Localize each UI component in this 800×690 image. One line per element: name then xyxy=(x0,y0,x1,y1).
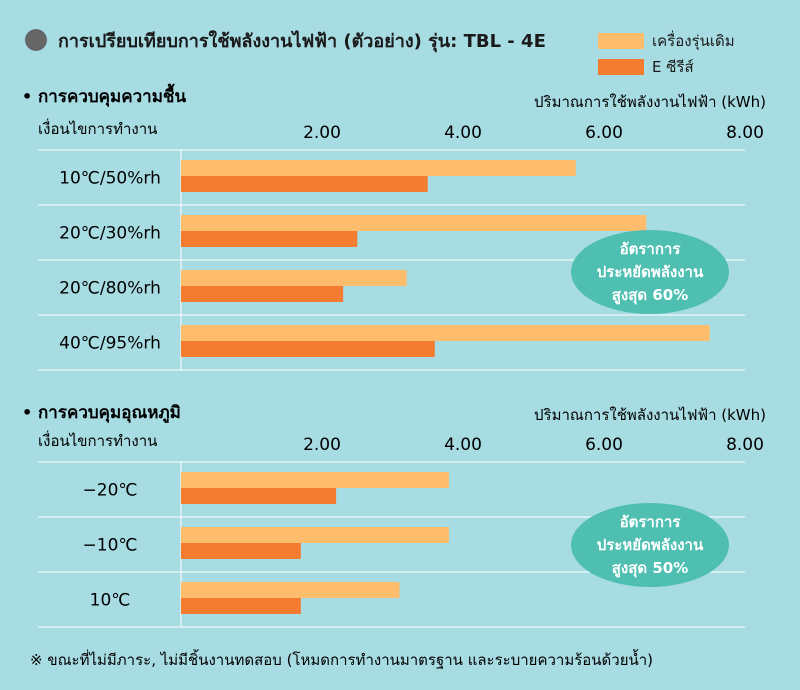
humidity-category-label: 20℃/80%rh xyxy=(59,279,161,299)
humidity-xtick-label: 4.00 xyxy=(444,123,482,143)
temperature-xtick-label: 2.00 xyxy=(303,435,341,455)
chart-temperature-bullet: • xyxy=(22,403,32,422)
humidity-savings-badge-text: สูงสุด 60% xyxy=(612,286,689,305)
legend-label-e-series: E ซีรีส์ xyxy=(652,58,694,76)
temperature-bar-e-series xyxy=(181,543,301,559)
humidity-bar-e-series xyxy=(181,231,358,247)
humidity-bar-e-series xyxy=(181,341,435,357)
humidity-xtick-label: 2.00 xyxy=(303,123,341,143)
humidity-bar-previous xyxy=(181,325,710,341)
temperature-bar-previous xyxy=(181,472,449,488)
humidity-bar-previous xyxy=(181,270,407,286)
footnote: ※ ขณะที่ไม่มีภาระ, ไม่มีชิ้นงานทดสอบ (โห… xyxy=(30,649,653,669)
page-title: การเปรียบเทียบการใช้พลังงานไฟฟ้า (ตัวอย่… xyxy=(58,30,546,53)
temperature-savings-badge xyxy=(571,503,729,587)
temperature-xtick-label: 4.00 xyxy=(444,435,482,455)
temperature-category-label: −20℃ xyxy=(83,481,138,501)
humidity-savings-badge-text: อัตราการ xyxy=(620,240,682,258)
humidity-category-label: 20℃/30%rh xyxy=(59,224,161,244)
temperature-category-label: −10℃ xyxy=(83,536,138,556)
temperature-bar-previous xyxy=(181,582,400,598)
chart-humidity-ylabel: เงื่อนไขการทำงาน xyxy=(38,118,157,138)
humidity-bar-e-series xyxy=(181,286,344,302)
humidity-category-label: 10℃/50%rh xyxy=(59,169,161,189)
humidity-savings-badge xyxy=(571,230,729,314)
chart-humidity-xlabel: ปริมาณการใช้พลังงานไฟฟ้า (kWh) xyxy=(534,93,766,111)
legend-swatch-previous xyxy=(598,33,644,49)
chart-temperature-xlabel: ปริมาณการใช้พลังงานไฟฟ้า (kWh) xyxy=(534,406,766,424)
humidity-xtick-label: 6.00 xyxy=(585,123,623,143)
humidity-xtick-label: 8.00 xyxy=(726,123,764,143)
temperature-savings-badge-text: ประหยัดพลังงาน xyxy=(597,536,704,554)
humidity-bar-previous xyxy=(181,160,576,176)
chart-temperature-title: การควบคุมอุณหภูมิ xyxy=(38,403,181,424)
humidity-bar-e-series xyxy=(181,176,428,192)
temperature-bar-previous xyxy=(181,527,449,543)
legend-swatch-e-series xyxy=(598,59,644,75)
humidity-savings-badge-text: ประหยัดพลังงาน xyxy=(597,263,704,281)
legend-label-previous: เครื่องรุ่นเดิม xyxy=(652,30,735,51)
temperature-bar-e-series xyxy=(181,598,301,614)
chart-humidity-title: การควบคุมความชื้น xyxy=(38,83,186,107)
humidity-category-label: 40℃/95%rh xyxy=(59,334,161,354)
legend: เครื่องรุ่นเดิม E ซีรีส์ xyxy=(598,30,735,76)
temperature-category-label: 10℃ xyxy=(90,591,131,611)
chart-humidity: • การควบคุมความชื้น ปริมาณการใช้พลังงานไ… xyxy=(22,83,766,371)
chart-temperature: • การควบคุมอุณหภูมิ ปริมาณการใช้พลังงานไ… xyxy=(22,403,766,628)
temperature-savings-badge-text: อัตราการ xyxy=(620,513,682,531)
chart-temperature-ylabel: เงื่อนไขการทำงาน xyxy=(38,430,157,450)
temperature-xtick-label: 6.00 xyxy=(585,435,623,455)
chart-humidity-bullet: • xyxy=(22,87,32,106)
title-bullet-icon xyxy=(25,29,47,51)
temperature-xtick-label: 8.00 xyxy=(726,435,764,455)
humidity-bar-previous xyxy=(181,215,647,231)
temperature-savings-badge-text: สูงสุด 50% xyxy=(612,559,689,578)
temperature-bar-e-series xyxy=(181,488,337,504)
